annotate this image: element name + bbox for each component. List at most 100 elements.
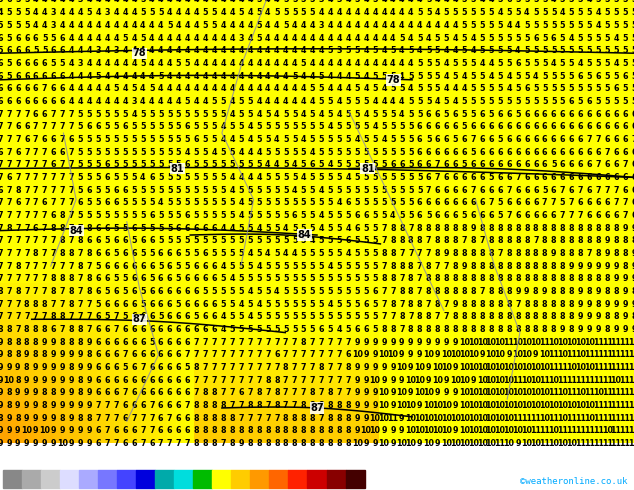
Text: 7: 7 bbox=[319, 388, 324, 397]
Text: 6: 6 bbox=[96, 376, 101, 385]
Text: 7: 7 bbox=[301, 350, 306, 359]
Text: 7: 7 bbox=[265, 338, 271, 346]
Text: 6: 6 bbox=[623, 173, 628, 182]
Text: 5: 5 bbox=[488, 84, 494, 93]
Text: 8: 8 bbox=[417, 236, 422, 245]
Text: 8: 8 bbox=[595, 299, 601, 309]
Text: 5: 5 bbox=[399, 198, 404, 207]
Text: 5: 5 bbox=[247, 211, 253, 220]
Text: 4: 4 bbox=[221, 312, 226, 321]
Text: 6: 6 bbox=[551, 186, 557, 195]
Text: 5: 5 bbox=[60, 59, 65, 68]
Text: 8: 8 bbox=[542, 312, 548, 321]
Text: 7: 7 bbox=[0, 173, 3, 182]
Text: 8: 8 bbox=[578, 274, 583, 283]
Text: 7: 7 bbox=[247, 338, 253, 346]
Text: 5: 5 bbox=[158, 110, 164, 119]
Text: 8: 8 bbox=[193, 401, 199, 410]
Text: 7: 7 bbox=[33, 287, 39, 296]
Text: 5: 5 bbox=[560, 0, 566, 4]
Text: 6: 6 bbox=[569, 135, 574, 144]
Text: 5: 5 bbox=[176, 186, 181, 195]
Text: 8: 8 bbox=[68, 299, 74, 309]
Text: 5: 5 bbox=[87, 173, 92, 182]
Text: 7: 7 bbox=[60, 299, 65, 309]
Text: 5: 5 bbox=[301, 262, 306, 270]
Text: 7: 7 bbox=[42, 84, 48, 93]
Text: 5: 5 bbox=[176, 160, 181, 169]
Text: 5: 5 bbox=[256, 33, 262, 43]
Text: 9: 9 bbox=[390, 363, 396, 372]
Text: 11: 11 bbox=[503, 338, 514, 346]
Text: 5: 5 bbox=[113, 135, 119, 144]
Text: 6: 6 bbox=[354, 223, 360, 233]
Text: 5: 5 bbox=[613, 21, 619, 30]
Text: 5: 5 bbox=[238, 135, 244, 144]
Text: 5: 5 bbox=[372, 325, 378, 334]
Text: 4: 4 bbox=[337, 8, 342, 17]
Text: 4: 4 bbox=[274, 287, 280, 296]
Text: 4: 4 bbox=[533, 72, 538, 80]
Text: 9: 9 bbox=[15, 439, 21, 448]
Text: 7: 7 bbox=[0, 211, 3, 220]
Text: 7: 7 bbox=[256, 338, 262, 346]
Text: 6: 6 bbox=[140, 376, 146, 385]
Text: 6: 6 bbox=[595, 122, 601, 131]
Text: 6: 6 bbox=[176, 312, 181, 321]
Text: 10: 10 bbox=[378, 439, 389, 448]
Text: 5: 5 bbox=[0, 21, 3, 30]
Text: 5: 5 bbox=[265, 110, 271, 119]
Text: 4: 4 bbox=[203, 97, 208, 106]
Text: 5: 5 bbox=[149, 147, 155, 156]
Text: 4: 4 bbox=[328, 160, 333, 169]
Text: 5: 5 bbox=[328, 186, 333, 195]
Text: 10: 10 bbox=[450, 376, 461, 385]
Text: 8: 8 bbox=[586, 223, 592, 233]
Text: 11: 11 bbox=[611, 401, 622, 410]
Text: 7: 7 bbox=[42, 236, 48, 245]
Text: 8: 8 bbox=[417, 325, 422, 334]
Text: 6: 6 bbox=[113, 287, 119, 296]
Text: 4: 4 bbox=[479, 59, 485, 68]
Text: 87: 87 bbox=[310, 403, 324, 413]
Text: 6: 6 bbox=[435, 147, 440, 156]
Text: 5: 5 bbox=[399, 186, 404, 195]
Text: 4: 4 bbox=[310, 21, 315, 30]
Text: 4: 4 bbox=[274, 110, 280, 119]
Text: 6: 6 bbox=[524, 198, 529, 207]
Text: 5: 5 bbox=[560, 46, 566, 55]
Text: 9: 9 bbox=[417, 350, 422, 359]
Text: 9: 9 bbox=[87, 426, 92, 435]
Text: 6: 6 bbox=[479, 122, 485, 131]
Text: 5: 5 bbox=[470, 147, 476, 156]
Text: 8: 8 bbox=[506, 223, 512, 233]
Text: 4: 4 bbox=[167, 97, 172, 106]
Text: 10: 10 bbox=[486, 350, 496, 359]
Text: 5: 5 bbox=[167, 21, 172, 30]
Text: 5: 5 bbox=[631, 84, 634, 93]
Text: 5: 5 bbox=[292, 110, 297, 119]
Text: 5: 5 bbox=[221, 249, 226, 258]
Text: 5: 5 bbox=[381, 110, 387, 119]
Text: 4: 4 bbox=[453, 33, 458, 43]
Text: 10: 10 bbox=[477, 376, 488, 385]
Text: 5: 5 bbox=[265, 325, 271, 334]
Text: 5: 5 bbox=[256, 122, 262, 131]
Text: 5: 5 bbox=[105, 236, 110, 245]
Text: 4: 4 bbox=[149, 72, 155, 80]
Text: 5: 5 bbox=[212, 249, 217, 258]
Text: 5: 5 bbox=[453, 59, 458, 68]
Text: 7: 7 bbox=[6, 186, 11, 195]
Text: 4: 4 bbox=[221, 262, 226, 270]
Text: 5: 5 bbox=[292, 8, 297, 17]
Text: 4: 4 bbox=[265, 0, 271, 4]
Text: 5: 5 bbox=[354, 46, 360, 55]
Text: 5: 5 bbox=[158, 8, 164, 17]
Text: 6: 6 bbox=[524, 173, 529, 182]
Text: 4: 4 bbox=[301, 33, 306, 43]
Text: 5: 5 bbox=[105, 110, 110, 119]
Text: 9: 9 bbox=[77, 363, 83, 372]
Text: 5: 5 bbox=[337, 249, 342, 258]
Text: 8: 8 bbox=[86, 249, 92, 258]
Text: 7: 7 bbox=[194, 350, 199, 359]
